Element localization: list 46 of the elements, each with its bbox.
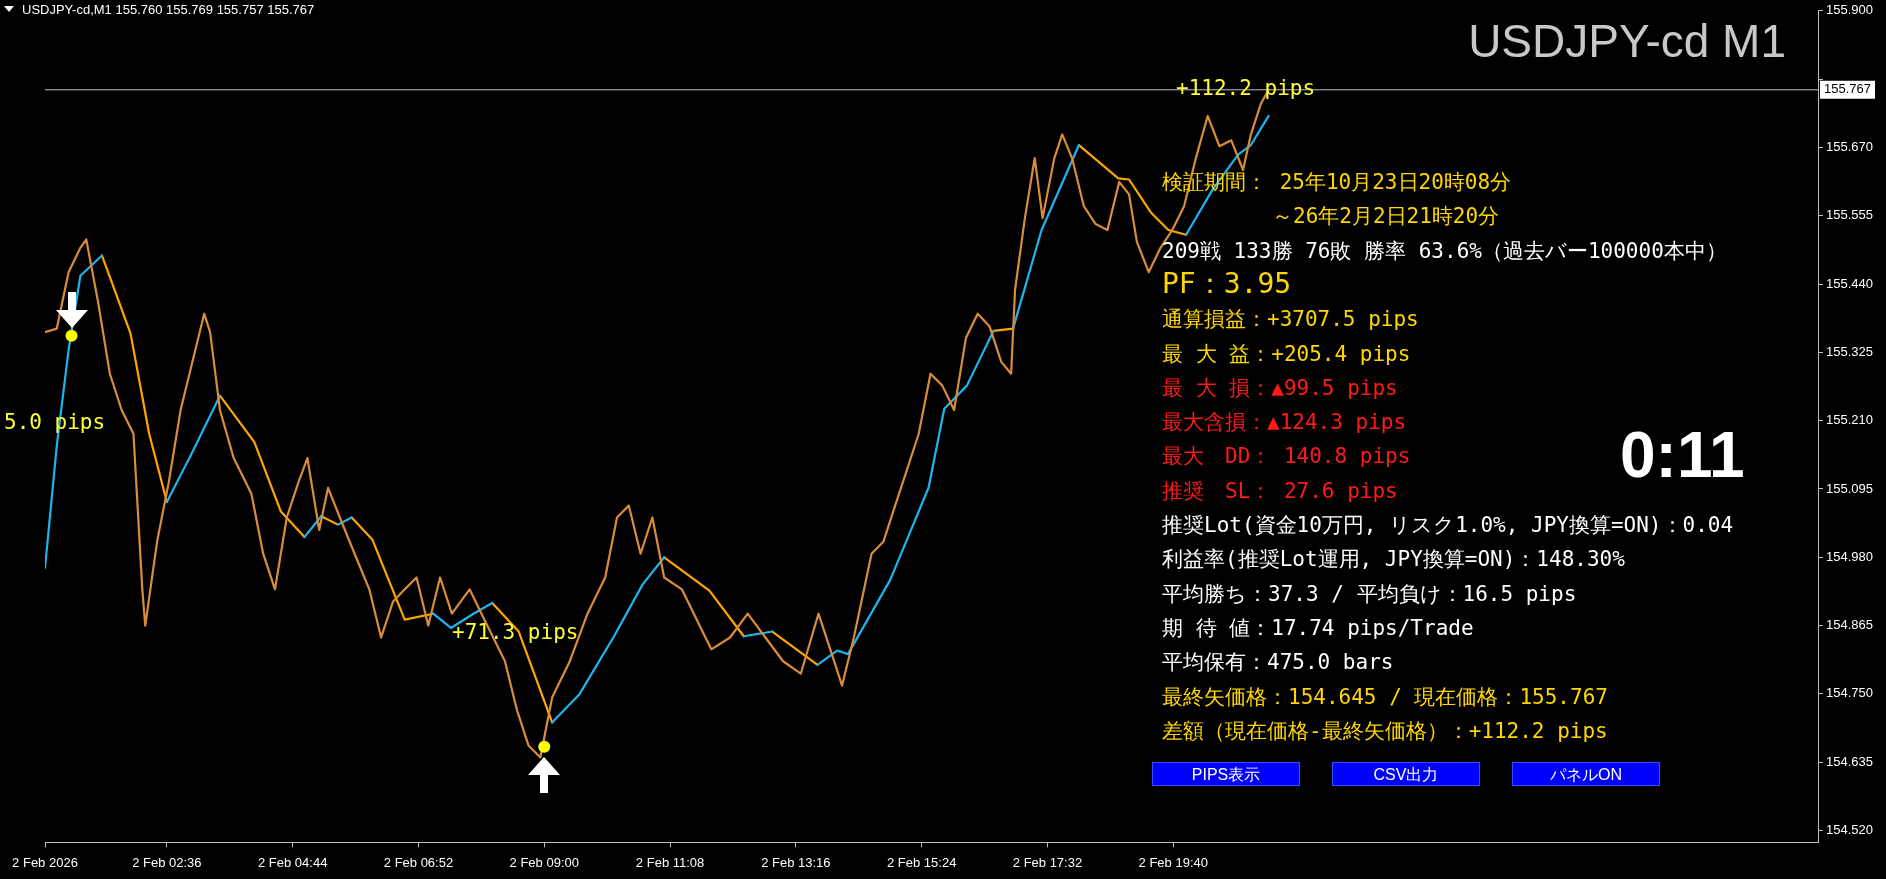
chart-title: USDJPY-cd M1: [1468, 14, 1786, 68]
annotation: 最終矢価格：154.645 / 現在価格：155.767: [1162, 683, 1608, 711]
chart-subtitle: USDJPY-cd,M1 155.760 155.769 155.757 155.767: [22, 2, 315, 17]
x-tick-label: 2 Feb 02:36: [132, 854, 202, 870]
annotation: 利益率(推奨Lot運用, JPY換算=ON)：148.30%: [1162, 546, 1625, 574]
y-tick-label: 155.440: [1826, 275, 1874, 291]
annotation: +112.2 pips: [1176, 76, 1316, 100]
y-tick-label: 154.750: [1826, 685, 1874, 701]
y-tick-label: 154.865: [1826, 617, 1874, 633]
x-tick-label: 2 Feb 15:24: [886, 854, 957, 870]
annotation: 0:11: [1620, 418, 1745, 492]
annotation: ～26年2月2日21時20分: [1272, 203, 1500, 231]
annotation: 差額（現在価格-最終矢価格）：+112.2 pips: [1162, 717, 1608, 745]
y-tick-label: 154.980: [1826, 548, 1874, 564]
x-tick-label: 2 Feb 2026: [12, 854, 78, 870]
x-tick-label: 2 Feb 09:00: [509, 854, 579, 870]
annotation: PF：3.95: [1162, 265, 1292, 302]
y-tick-label: 155.095: [1826, 480, 1874, 496]
x-tick-label: 2 Feb 17:32: [1012, 854, 1083, 870]
button: パネルON: [1512, 762, 1660, 786]
ref-line-label: 155.767: [1824, 81, 1872, 97]
x-tick-label: 2 Feb 06:52: [383, 854, 454, 870]
y-tick-label: 155.555: [1826, 207, 1874, 223]
y-tick-label: 155.325: [1826, 343, 1874, 359]
annotation: 通算損益：+3707.5 pips: [1162, 306, 1419, 334]
x-tick-label: 2 Feb 11:08: [635, 854, 705, 870]
y-tick-label: 154.520: [1826, 822, 1874, 838]
annotation: 209戦 133勝 76敗 勝率 63.6%（過去バー100000本中）: [1162, 237, 1727, 265]
annotation: 最大含損：▲124.3 pips: [1162, 409, 1407, 437]
annotation: 推奨 SL： 27.6 pips: [1162, 477, 1398, 505]
annotation: 推奨Lot(資金10万円, リスク1.0%, JPY換算=ON)：0.04: [1162, 512, 1734, 539]
button: PIPS表示: [1152, 762, 1300, 786]
annotation: 平均保有：475.0 bars: [1162, 649, 1394, 677]
button: CSV出力: [1332, 762, 1480, 786]
y-tick-label: 154.635: [1826, 753, 1874, 769]
x-tick-label: 2 Feb 04:44: [257, 854, 328, 870]
x-tick-label: 2 Feb 13:16: [761, 854, 831, 870]
annotation: 最 大 損：▲99.5 pips: [1162, 374, 1398, 402]
annotation: 最大 DD： 140.8 pips: [1162, 443, 1411, 471]
annotation: 最 大 益：+205.4 pips: [1162, 340, 1411, 368]
annotation: 期 待 値：17.74 pips/Trade: [1162, 614, 1474, 642]
x-tick-label: 2 Feb 19:40: [1138, 854, 1208, 870]
y-tick-label: 155.670: [1826, 139, 1874, 154]
y-tick-label: 155.900: [1826, 2, 1874, 18]
y-tick-label: 155.210: [1826, 412, 1874, 428]
annotation: 平均勝ち：37.3 / 平均負け：16.5 pips: [1162, 580, 1577, 608]
